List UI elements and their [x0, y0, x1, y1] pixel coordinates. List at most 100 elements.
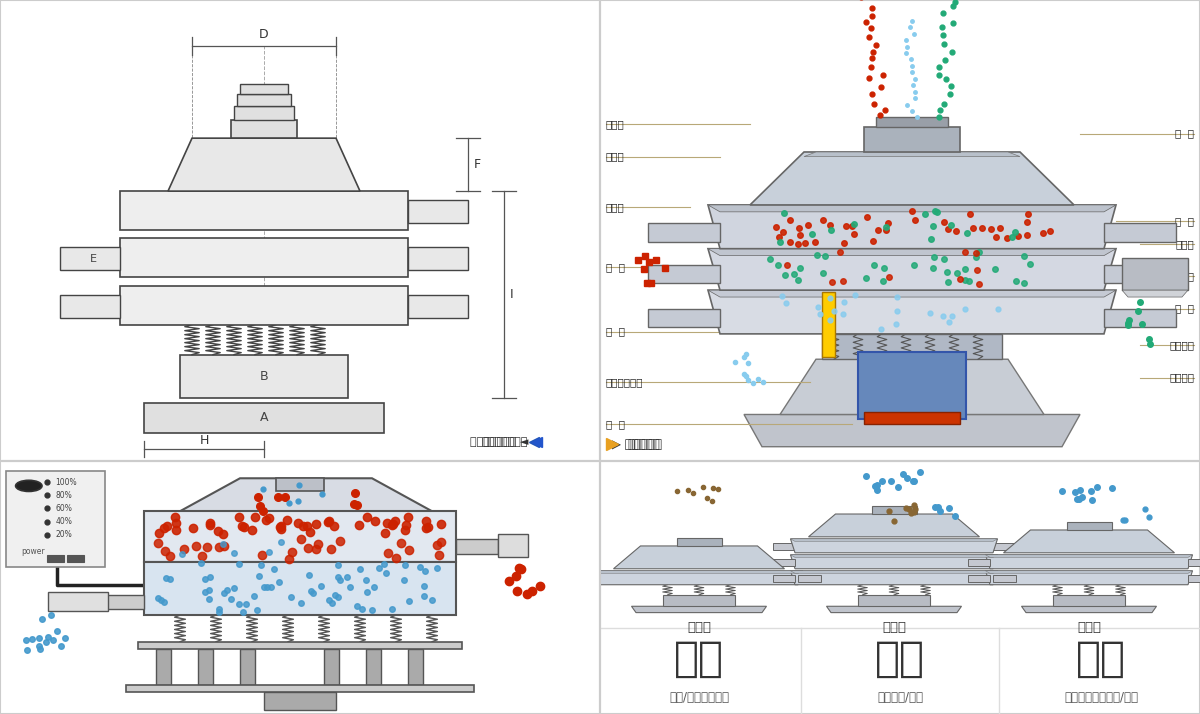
- Polygon shape: [994, 575, 1015, 582]
- Polygon shape: [773, 575, 796, 582]
- Bar: [264, 693, 336, 710]
- Text: 下部重锤: 下部重锤: [1169, 373, 1194, 383]
- Text: 运输固定螺栓: 运输固定螺栓: [606, 377, 643, 387]
- Bar: [144, 511, 456, 562]
- Bar: [47, 555, 64, 562]
- Polygon shape: [648, 308, 720, 327]
- Text: 三层式: 三层式: [882, 621, 906, 635]
- Bar: [240, 649, 256, 685]
- Polygon shape: [1104, 265, 1176, 283]
- Bar: [120, 286, 408, 325]
- Text: 20%: 20%: [55, 531, 72, 539]
- Polygon shape: [994, 543, 1015, 550]
- Polygon shape: [1021, 606, 1157, 613]
- Text: 除杂: 除杂: [1076, 638, 1126, 680]
- Bar: [408, 201, 468, 223]
- Bar: [48, 593, 108, 611]
- Polygon shape: [773, 558, 796, 566]
- Text: H: H: [199, 433, 209, 447]
- Text: C: C: [260, 124, 268, 134]
- Polygon shape: [985, 555, 1193, 558]
- Bar: [60, 247, 120, 271]
- Text: 单层式: 单层式: [686, 621, 710, 635]
- Polygon shape: [595, 570, 803, 585]
- Bar: [276, 478, 324, 491]
- Text: 60%: 60%: [55, 504, 72, 513]
- Polygon shape: [967, 558, 990, 566]
- Bar: [366, 649, 382, 685]
- Polygon shape: [780, 359, 1044, 414]
- Polygon shape: [791, 539, 997, 553]
- Text: 结构示意图: 结构示意图: [628, 438, 662, 451]
- Polygon shape: [708, 290, 1116, 334]
- Polygon shape: [1122, 290, 1188, 297]
- Bar: [126, 685, 474, 693]
- Text: 80%: 80%: [55, 491, 72, 500]
- Polygon shape: [985, 570, 1193, 573]
- Polygon shape: [791, 555, 997, 569]
- Polygon shape: [744, 414, 1080, 447]
- Polygon shape: [1003, 530, 1175, 553]
- Text: 进料口: 进料口: [606, 119, 625, 129]
- Polygon shape: [1122, 258, 1188, 290]
- Polygon shape: [985, 570, 1193, 585]
- Bar: [456, 539, 498, 554]
- Bar: [144, 562, 456, 615]
- Polygon shape: [1104, 223, 1176, 242]
- Bar: [822, 334, 1002, 359]
- Text: I: I: [510, 288, 514, 301]
- Polygon shape: [798, 575, 821, 582]
- Bar: [102, 595, 144, 609]
- Polygon shape: [1104, 308, 1176, 327]
- Polygon shape: [791, 539, 997, 541]
- Polygon shape: [791, 555, 997, 558]
- Circle shape: [16, 481, 42, 491]
- Polygon shape: [809, 514, 979, 537]
- Bar: [498, 534, 528, 557]
- Text: 筛  网: 筛 网: [1175, 129, 1194, 139]
- Polygon shape: [577, 575, 600, 582]
- Bar: [876, 117, 948, 126]
- Bar: [677, 538, 721, 546]
- Bar: [871, 506, 917, 514]
- Bar: [144, 403, 384, 433]
- Polygon shape: [750, 152, 1074, 205]
- Text: 束  环: 束 环: [606, 262, 625, 272]
- Polygon shape: [708, 290, 1116, 297]
- Polygon shape: [595, 570, 803, 573]
- Bar: [662, 595, 734, 606]
- Polygon shape: [613, 546, 785, 569]
- Bar: [120, 191, 408, 230]
- Polygon shape: [631, 606, 767, 613]
- Text: 网  架: 网 架: [1175, 216, 1194, 226]
- Text: B: B: [259, 371, 269, 383]
- Text: 过滤: 过滤: [875, 638, 925, 680]
- Polygon shape: [708, 248, 1116, 290]
- Polygon shape: [708, 205, 1116, 248]
- Bar: [234, 106, 294, 120]
- Bar: [156, 649, 172, 685]
- Text: 40%: 40%: [55, 517, 72, 526]
- Text: 100%: 100%: [55, 478, 77, 486]
- Bar: [238, 94, 292, 106]
- Text: 振动电机: 振动电机: [1169, 341, 1194, 351]
- Polygon shape: [648, 223, 720, 242]
- Bar: [858, 595, 930, 606]
- Bar: [864, 412, 960, 423]
- Polygon shape: [994, 558, 1015, 566]
- Polygon shape: [708, 248, 1116, 256]
- Polygon shape: [827, 606, 961, 613]
- Text: 上部重锤: 上部重锤: [1169, 271, 1194, 281]
- Bar: [408, 247, 468, 271]
- Bar: [60, 295, 120, 318]
- Bar: [67, 555, 84, 562]
- Polygon shape: [791, 570, 997, 585]
- Text: 去除异物/结块: 去除异物/结块: [877, 691, 923, 704]
- Polygon shape: [773, 543, 796, 550]
- Bar: [858, 352, 966, 419]
- Text: 去除液体中的颗粒/异物: 去除液体中的颗粒/异物: [1064, 691, 1138, 704]
- Text: 颗粒/粉末准确分级: 颗粒/粉末准确分级: [670, 691, 730, 704]
- Bar: [408, 649, 424, 685]
- Text: ▶ 结构示意图: ▶ 结构示意图: [612, 438, 660, 451]
- Polygon shape: [985, 555, 1193, 569]
